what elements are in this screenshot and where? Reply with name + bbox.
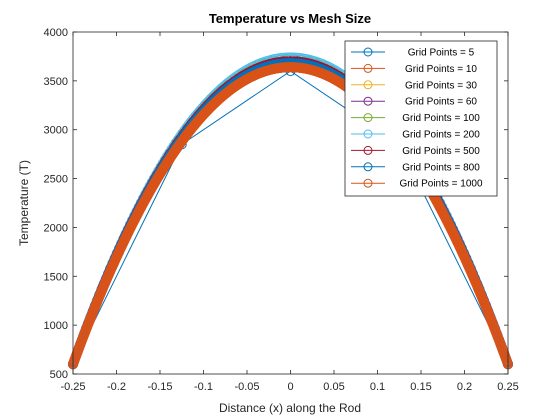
legend-label: Grid Points = 10 — [405, 64, 477, 75]
legend-marker — [363, 129, 373, 139]
legend-marker — [363, 162, 373, 172]
legend-item: Grid Points = 1000 — [351, 178, 483, 190]
x-axis-ticks: -0.25 -0.2 -0.15 -0.1 -0.05 0 0.05 0.1 0.15 0.2 0.… — [60, 32, 519, 393]
x-tick-label: 0.15 — [410, 381, 431, 393]
y-axis-ticks: 500 1000 1500 2000 2500 3000 3500 4000 — [44, 27, 508, 381]
legend-marker — [363, 80, 373, 90]
legend-item: Grid Points = 200 — [351, 129, 480, 141]
legend-item: Grid Points = 5 — [351, 47, 475, 59]
legend-marker — [363, 178, 373, 188]
legend-label: Grid Points = 5 — [408, 48, 475, 59]
x-tick-label: -0.2 — [107, 381, 126, 393]
legend-label: Grid Points = 1000 — [399, 179, 483, 190]
y-tick-label: 1500 — [44, 271, 68, 283]
y-tick-label: 500 — [50, 369, 68, 381]
y-tick-label: 2500 — [44, 174, 68, 186]
y-axis-label: Temperature (T) — [17, 160, 31, 246]
x-tick-label: -0.25 — [60, 381, 85, 393]
legend-label: Grid Points = 500 — [402, 146, 480, 157]
x-tick-label: -0.05 — [234, 381, 259, 393]
legend-marker — [363, 145, 373, 155]
legend-items: Grid Points = 5 Grid Points = 10 Grid Poin… — [351, 47, 483, 190]
y-tick-label: 3000 — [44, 125, 68, 137]
x-tick-label: 0.25 — [497, 381, 518, 393]
x-tick-label: -0.1 — [194, 381, 213, 393]
legend-marker — [363, 113, 373, 123]
y-tick-label: 4000 — [44, 27, 68, 39]
y-tick-label: 2000 — [44, 222, 68, 234]
legend-label: Grid Points = 200 — [402, 130, 480, 141]
x-tick-label: 0.2 — [457, 381, 472, 393]
x-tick-label: 0.05 — [323, 381, 344, 393]
x-tick-label: 0 — [287, 381, 293, 393]
legend-label: Grid Points = 800 — [402, 162, 480, 173]
legend-item: Grid Points = 500 — [351, 145, 480, 157]
legend-marker — [363, 47, 373, 57]
legend-label: Grid Points = 60 — [405, 97, 477, 108]
x-tick-label: -0.15 — [147, 381, 172, 393]
x-axis-label: Distance (x) along the Rod — [219, 401, 361, 415]
legend-item: Grid Points = 10 — [351, 63, 477, 75]
legend-label: Grid Points = 30 — [405, 80, 477, 91]
legend-label: Grid Points = 100 — [402, 113, 480, 124]
legend-item: Grid Points = 60 — [351, 96, 477, 108]
legend-item: Grid Points = 800 — [351, 162, 480, 173]
legend-marker — [363, 96, 373, 106]
legend-item: Grid Points = 30 — [351, 80, 477, 91]
y-tick-label: 1000 — [44, 320, 68, 332]
legend: Grid Points = 5 Grid Points = 10 Grid Poin… — [344, 40, 498, 197]
chart-title: Temperature vs Mesh Size — [209, 11, 371, 26]
legend-marker — [363, 63, 373, 73]
x-tick-label: 0.1 — [370, 381, 385, 393]
y-tick-label: 3500 — [44, 76, 68, 88]
legend-item: Grid Points = 100 — [351, 113, 480, 124]
